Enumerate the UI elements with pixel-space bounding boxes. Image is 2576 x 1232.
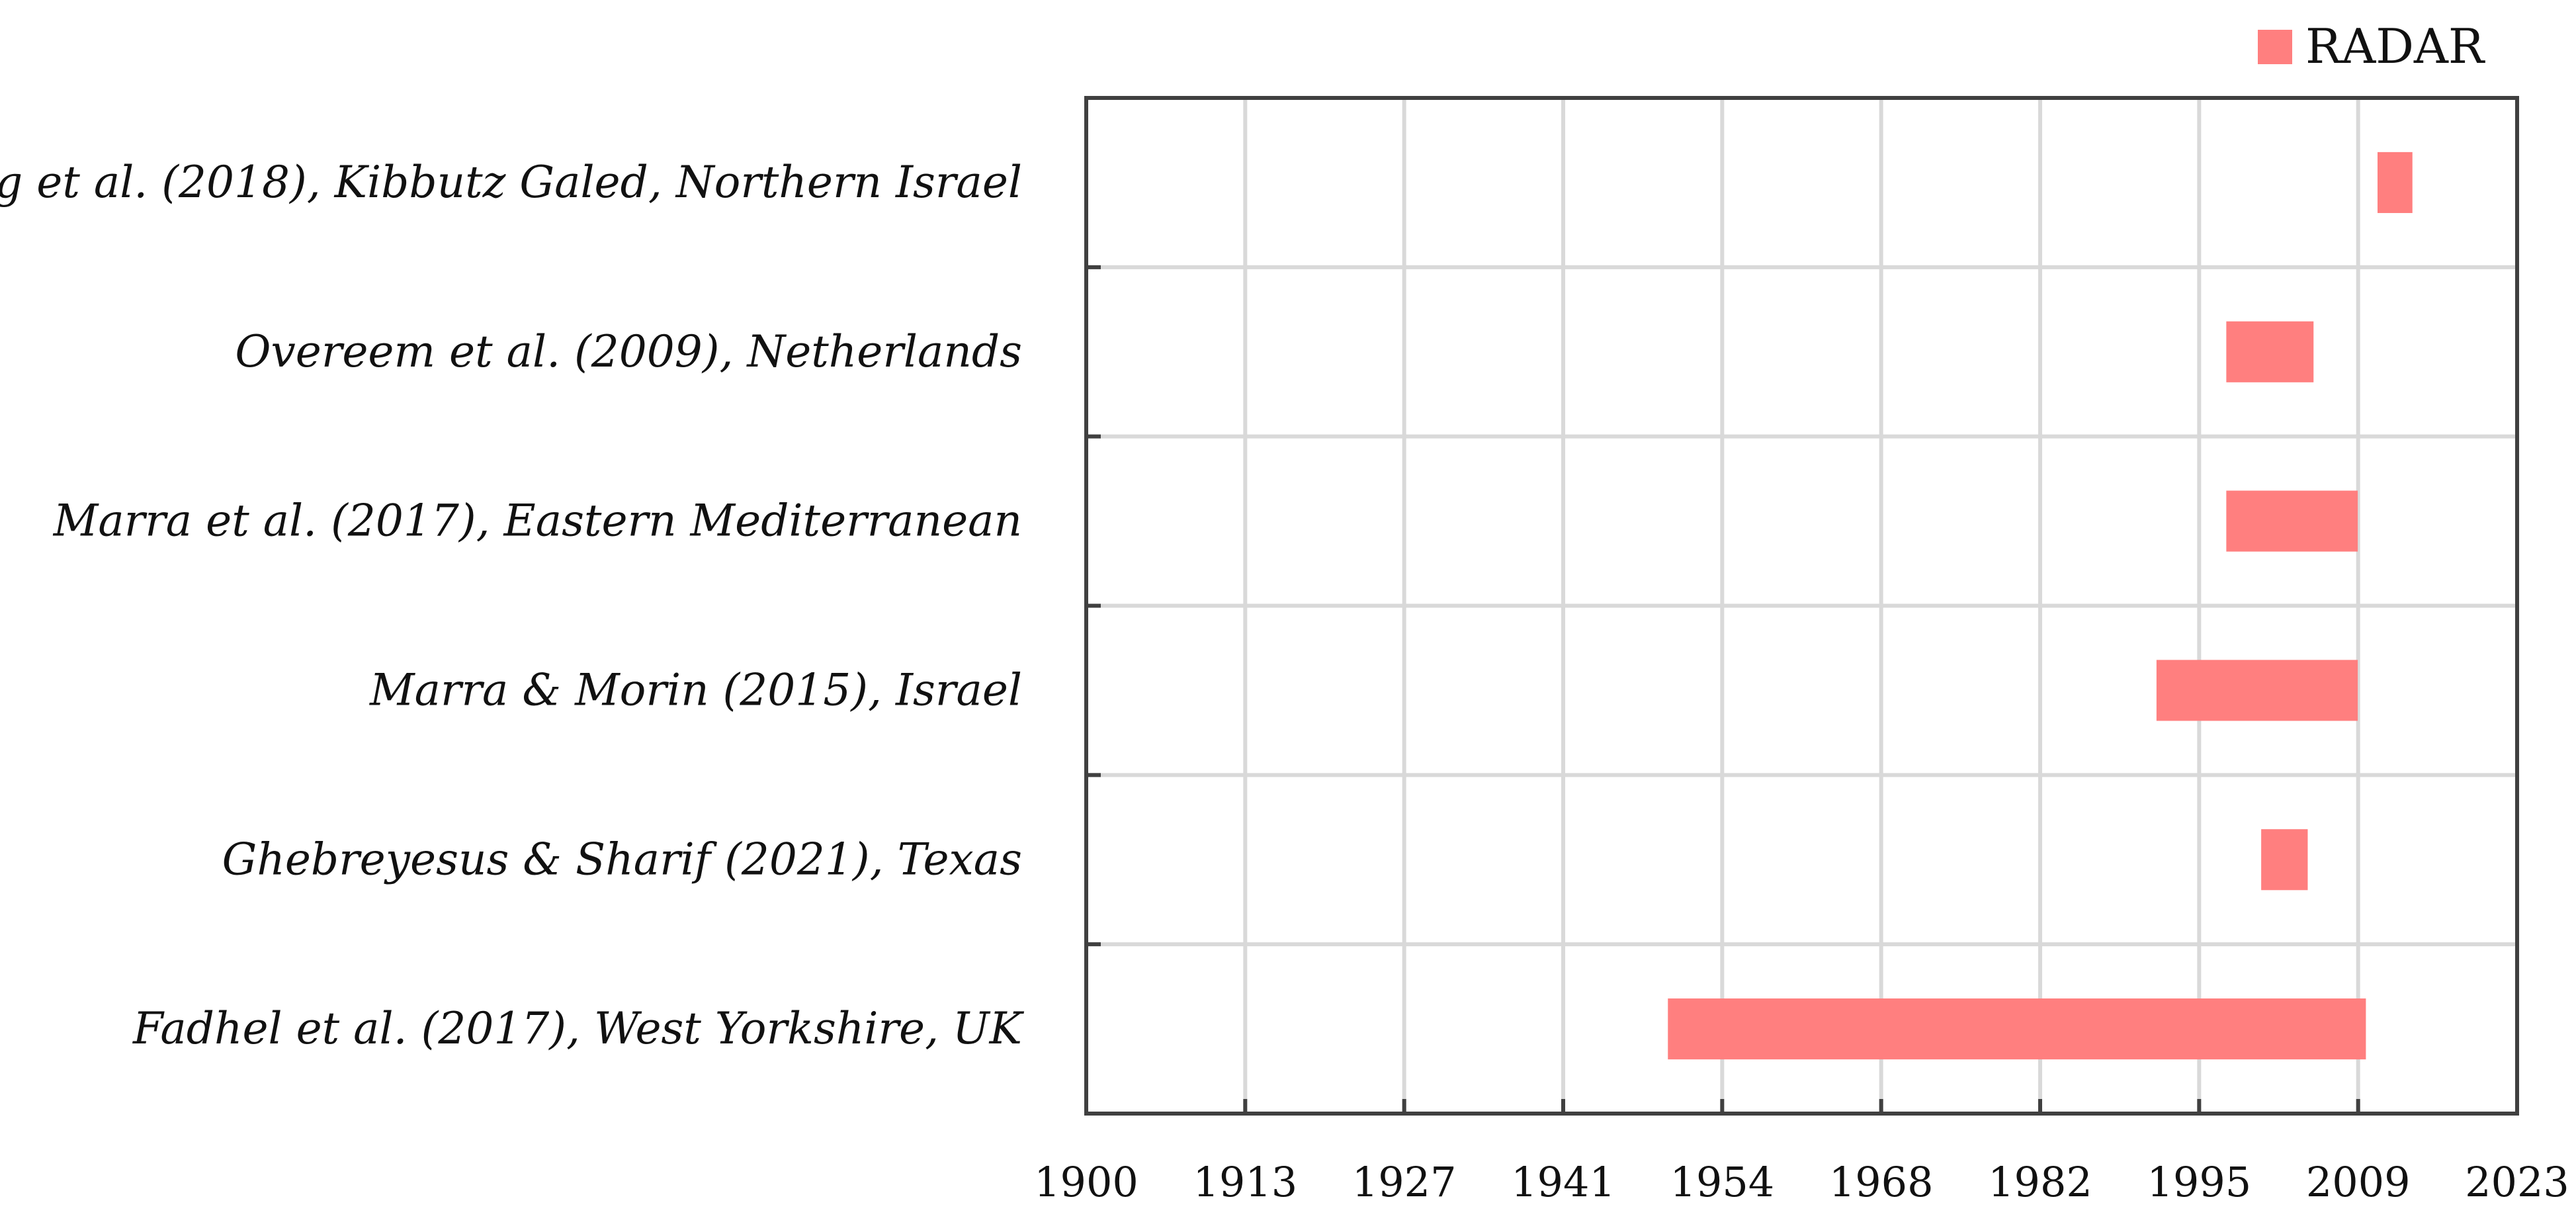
plot-frame: [1084, 96, 2519, 1116]
bar: [1668, 998, 2366, 1060]
category-label: Peleg et al. (2018), Kibbutz Galed, Nort…: [0, 157, 1022, 208]
x-tick-label: 1941: [1511, 1158, 1615, 1206]
x-tick-label: 1995: [2147, 1158, 2251, 1206]
bars: [1668, 152, 2413, 1060]
bar: [2226, 490, 2358, 552]
bar: [2261, 829, 2308, 891]
x-tick-label: 1954: [1670, 1158, 1774, 1206]
axes: [1084, 96, 2519, 1116]
x-tick-labels: 1900 1913 1927 1941 1954 1968 1982 1995 2009 2023: [1034, 1158, 2569, 1206]
legend: RADAR: [2258, 19, 2485, 74]
category-label: Fadhel et al. (2017), West Yorkshire, UK: [132, 1003, 1025, 1054]
x-tick-label: 1968: [1829, 1158, 1934, 1206]
category-label: Marra & Morin (2015), Israel: [369, 664, 1022, 715]
bar: [2226, 321, 2314, 382]
category-labels: Peleg et al. (2018), Kibbutz Galed, Nort…: [0, 157, 1025, 1054]
category-label: Overeem et al. (2009), Netherlands: [235, 326, 1022, 377]
category-label: Marra et al. (2017), Eastern Mediterrane…: [53, 496, 1022, 547]
x-tick-label: 2023: [2465, 1158, 2569, 1206]
x-tick-label: 1913: [1193, 1158, 1297, 1206]
bar: [2156, 660, 2358, 721]
category-label: Ghebreyesus & Sharif (2021), Texas: [222, 834, 1022, 885]
x-tick-label: 1982: [1988, 1158, 2092, 1206]
legend-label: RADAR: [2305, 19, 2485, 74]
x-tick-label: 2009: [2306, 1158, 2411, 1206]
grid-lines: [1086, 98, 2517, 1114]
legend-swatch: [2258, 30, 2292, 64]
x-tick-label: 1927: [1352, 1158, 1457, 1206]
bar: [2377, 152, 2413, 213]
x-tick-label: 1900: [1034, 1158, 1138, 1206]
